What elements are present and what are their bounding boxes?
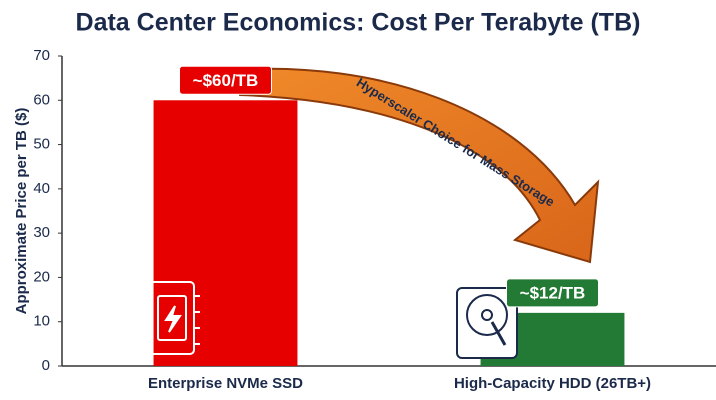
y-tick-label: 60 xyxy=(33,91,50,108)
y-tick-label: 20 xyxy=(33,268,50,285)
y-tick-label: 40 xyxy=(33,180,50,197)
value-label-box xyxy=(506,278,599,308)
value-label: ~$60/TB xyxy=(193,71,259,90)
y-tick-label: 30 xyxy=(33,224,50,241)
hdd-icon xyxy=(456,287,518,359)
y-axis-label: Approximate Price per TB ($) xyxy=(13,108,30,315)
y-tick-label: 10 xyxy=(33,313,50,330)
y-tick-label: 50 xyxy=(33,136,50,153)
value-label-box xyxy=(179,65,272,95)
bar xyxy=(153,100,298,367)
value-label: ~$12/TB xyxy=(520,283,586,302)
x-tick-label: High-Capacity HDD (26TB+) xyxy=(454,375,651,392)
y-tick-label: 70 xyxy=(33,47,50,64)
y-tick-label: 0 xyxy=(42,357,50,374)
x-tick-label: Enterprise NVMe SSD xyxy=(148,375,303,392)
annotation: Hyperscaler Choice for Mass Storage xyxy=(354,75,557,210)
chip-icon xyxy=(144,281,200,355)
chart-title: Data Center Economics: Cost Per Terabyte… xyxy=(76,9,641,37)
